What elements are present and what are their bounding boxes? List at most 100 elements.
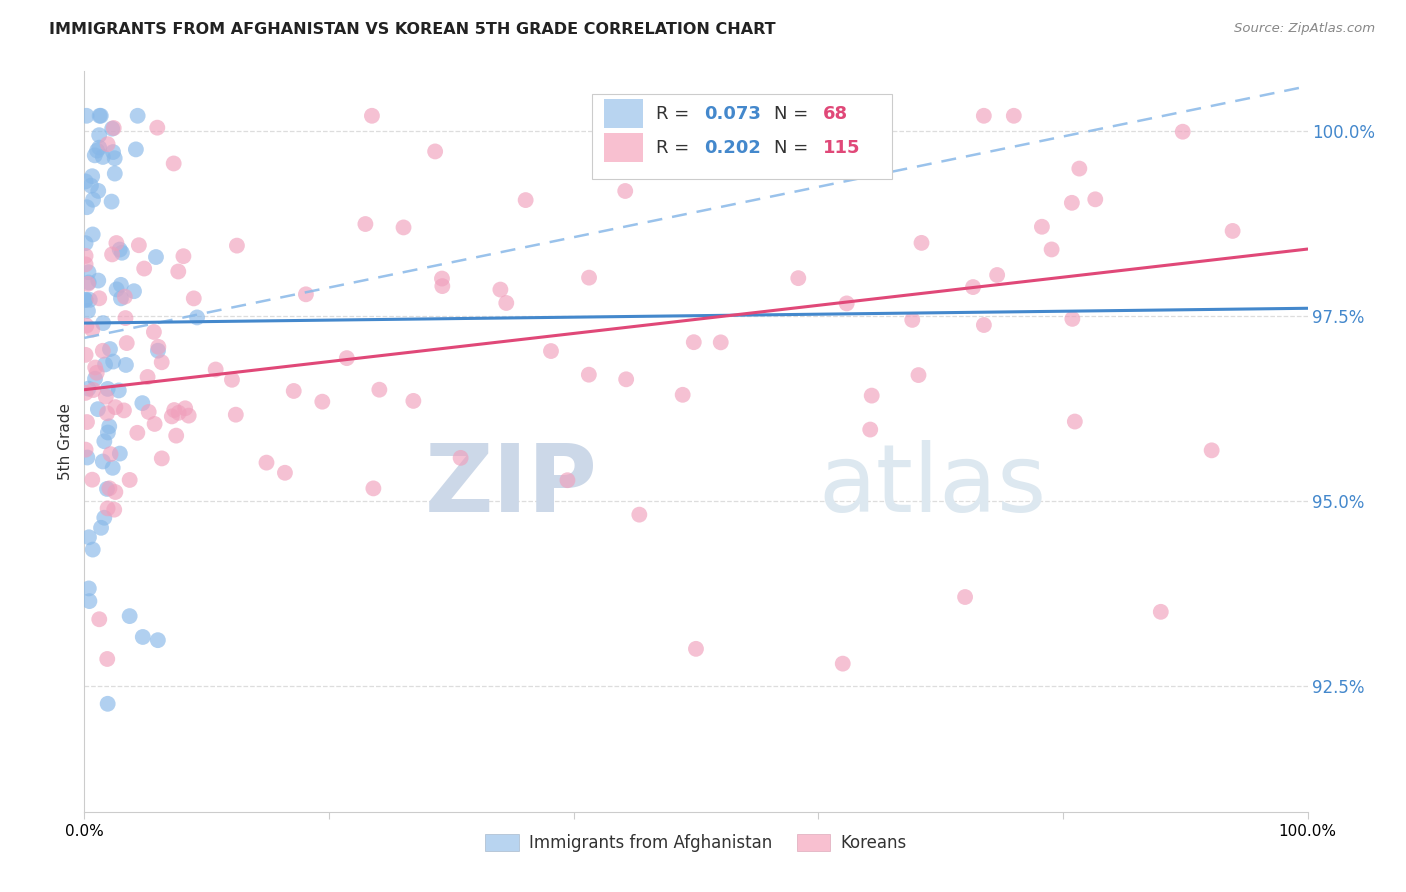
Point [76,450,98,465]
Y-axis label: 5th Grade: 5th Grade [58,403,73,480]
Point [402,393,425,408]
Point [82,193,104,207]
Point [89,128,111,143]
Point [98,481,121,495]
Text: 0.073: 0.073 [704,104,762,122]
Point [87,402,110,417]
Point [108,243,131,257]
Point [225,408,247,422]
Point [75,257,97,271]
Point [114,311,136,326]
Point [1060,195,1083,210]
Point [98,342,121,356]
Point [97,501,120,516]
Point [177,409,200,423]
Point [101,354,124,368]
Point [787,271,810,285]
Point [138,405,160,419]
Point [110,291,132,305]
Point [77,382,100,396]
Point [163,403,186,417]
Text: N =: N = [775,104,814,122]
Point [103,121,125,136]
Point [1040,243,1063,257]
Point [515,193,537,207]
Point [86,144,108,158]
Point [392,220,415,235]
Point [430,271,453,285]
Point [80,178,103,193]
Point [1069,161,1091,176]
Point [614,372,637,386]
Point [87,274,110,288]
Point [142,325,165,339]
Point [174,401,197,416]
Point [82,227,104,242]
Point [77,304,100,318]
Point [831,657,853,671]
Point [150,355,173,369]
Point [91,454,114,468]
Point [540,344,562,359]
Point [86,366,108,380]
Point [82,473,104,487]
Point [76,200,98,214]
Point [1201,443,1223,458]
Point [973,318,995,332]
Point [115,336,138,351]
FancyBboxPatch shape [605,99,644,128]
Point [132,630,155,644]
Point [94,358,117,372]
Point [76,109,98,123]
Point [101,145,124,159]
Point [148,340,170,354]
Point [578,270,600,285]
Point [97,425,120,440]
Point [127,425,149,440]
Text: atlas: atlas [818,440,1046,532]
Point [221,373,243,387]
Point [682,335,704,350]
Point [77,277,100,291]
Point [835,296,858,310]
Text: Source: ZipAtlas.com: Source: ZipAtlas.com [1234,22,1375,36]
Point [105,235,128,250]
Point [685,641,707,656]
Point [143,417,166,431]
Point [76,415,98,429]
Point [134,261,156,276]
Point [77,276,100,290]
Point [82,169,104,184]
Point [82,542,104,557]
Point [97,382,120,396]
Point [1062,311,1084,326]
Text: R =: R = [655,104,695,122]
Point [131,396,153,410]
Point [94,390,117,404]
Point [115,358,138,372]
Point [363,482,385,496]
Point [1031,219,1053,234]
Point [165,428,187,442]
Point [614,184,637,198]
Point [167,406,190,420]
Point [256,456,278,470]
Text: 0.202: 0.202 [704,138,762,157]
Point [953,590,976,604]
Point [901,313,924,327]
Point [495,296,517,310]
Point [710,335,733,350]
Point [114,290,136,304]
Point [125,142,148,156]
Point [962,280,984,294]
Point [77,265,100,279]
Point [84,372,107,386]
Point [96,482,118,496]
Point [150,451,173,466]
Point [89,291,111,305]
Point [75,236,97,251]
Point [112,403,135,417]
Point [87,184,110,198]
Point [89,612,111,626]
Point [93,434,115,449]
